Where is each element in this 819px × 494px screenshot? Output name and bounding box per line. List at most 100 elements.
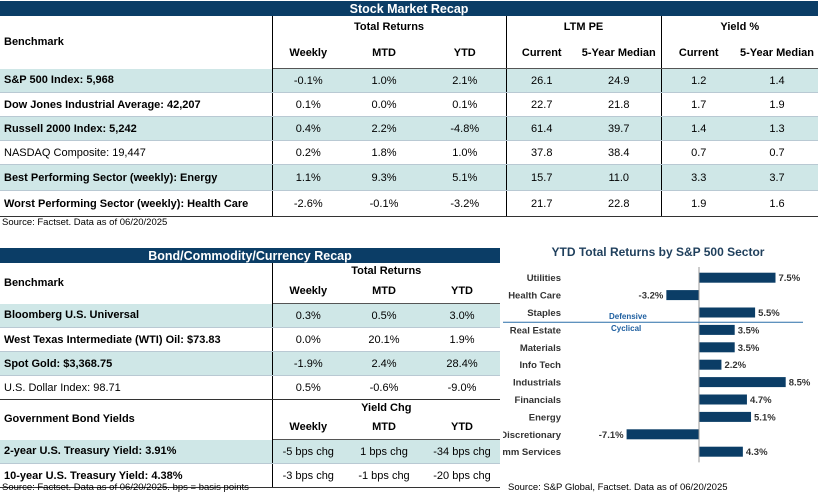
sector-label: Info Tech bbox=[519, 360, 561, 371]
cell-weekly: -3 bps chg bbox=[272, 463, 344, 488]
bond-recap-title: Bond/Commodity/Currency Recap bbox=[0, 248, 501, 263]
bond-col-ytd: YTD bbox=[424, 280, 501, 304]
cell-ytd: 1.0% bbox=[424, 140, 507, 165]
bond-col-mtd: MTD bbox=[344, 280, 424, 304]
cell-pe-current: 61.4 bbox=[506, 116, 577, 141]
cyclical-annotation: Cyclical bbox=[611, 324, 641, 333]
table-row: Russell 2000 Index: 5,242 0.4% 2.2% -4.8… bbox=[0, 116, 819, 141]
sector-bar bbox=[666, 290, 699, 301]
bond-benchmark-header: Benchmark bbox=[0, 263, 273, 304]
sector-value-label: 4.3% bbox=[746, 447, 768, 458]
cell-mtd: -1 bps chg bbox=[344, 463, 424, 488]
x-tick-label: 0% bbox=[692, 472, 705, 474]
cell-yield-median: 3.7 bbox=[736, 164, 819, 191]
col-yield-current: Current bbox=[661, 39, 736, 69]
yield-chg-header: Yield Chg bbox=[361, 401, 412, 414]
x-tick-label: 10% bbox=[792, 472, 810, 474]
gov-col-mtd: MTD bbox=[344, 416, 424, 440]
defensive-annotation: Defensive bbox=[609, 312, 647, 321]
chart-source-note: Source: S&P Global, Factset. Data as of … bbox=[508, 482, 728, 493]
cell-pe-current: 37.8 bbox=[506, 140, 577, 165]
col-yield-median: 5-Year Median bbox=[736, 39, 819, 69]
sector-value-label: -3.2% bbox=[639, 291, 664, 302]
cell-pe-current: 21.7 bbox=[506, 190, 577, 217]
sector-bar bbox=[699, 324, 735, 335]
cell-yield-current: 1.7 bbox=[661, 92, 736, 117]
cell-ytd: 1.9% bbox=[424, 327, 501, 352]
row-label: Dow Jones Industrial Average: 42,207 bbox=[0, 92, 273, 117]
sector-label: Energy bbox=[529, 412, 562, 423]
sector-value-label: 7.5% bbox=[779, 273, 801, 284]
bond-source-note: Source: Factset. Data as of 06/20/2025. … bbox=[2, 482, 249, 493]
sector-value-label: 8.5% bbox=[789, 378, 811, 389]
cell-yield-current: 0.7 bbox=[661, 140, 736, 165]
sector-label: Industrials bbox=[513, 378, 561, 389]
table-row: Bloomberg U.S. Universal 0.3% 0.5% 3.0% bbox=[0, 303, 501, 328]
cell-mtd: 2.2% bbox=[344, 116, 424, 141]
sector-bar bbox=[699, 307, 756, 318]
x-tick-label: -10% bbox=[586, 472, 607, 474]
row-label: U.S. Dollar Index: 98.71 bbox=[0, 375, 273, 400]
cell-weekly: 0.1% bbox=[272, 92, 344, 117]
cell-weekly: -2.6% bbox=[272, 190, 344, 217]
cell-mtd: 2.4% bbox=[344, 351, 424, 376]
cell-ytd: -34 bps chg bbox=[424, 439, 501, 464]
sector-label: Utilities bbox=[527, 273, 561, 284]
table-row: U.S. Dollar Index: 98.71 0.5% -0.6% -9.0… bbox=[0, 375, 501, 400]
sector-bar bbox=[699, 411, 752, 422]
row-label: Spot Gold: $3,368.75 bbox=[0, 351, 273, 376]
col-mtd: MTD bbox=[344, 39, 424, 69]
bond-col-weekly: Weekly bbox=[272, 280, 344, 304]
sector-value-label: -7.1% bbox=[599, 430, 624, 441]
cell-pe-median: 21.8 bbox=[577, 92, 662, 117]
sector-label: Health Care bbox=[508, 291, 561, 302]
cell-pe-current: 26.1 bbox=[506, 68, 577, 93]
cell-pe-current: 22.7 bbox=[506, 92, 577, 117]
sector-returns-chart: YTD Total Returns by S&P 500 Sector Util… bbox=[503, 245, 811, 474]
table-row: NASDAQ Composite: 19,447 0.2% 1.8% 1.0% … bbox=[0, 140, 819, 165]
sector-value-label: 2.2% bbox=[724, 360, 746, 371]
cell-pe-median: 22.8 bbox=[577, 190, 662, 217]
cell-pe-median: 11.0 bbox=[577, 164, 662, 191]
cell-ytd: 3.0% bbox=[424, 303, 501, 328]
row-label: Best Performing Sector (weekly): Energy bbox=[0, 164, 273, 191]
cell-weekly: -5 bps chg bbox=[272, 439, 344, 464]
bond-total-returns-header: Total Returns bbox=[351, 265, 422, 277]
sector-label: Real Estate bbox=[510, 325, 561, 336]
cell-pe-current: 15.7 bbox=[506, 164, 577, 191]
cell-weekly: 1.1% bbox=[272, 164, 344, 191]
cell-mtd: 1 bps chg bbox=[344, 439, 424, 464]
cell-mtd: 20.1% bbox=[344, 327, 424, 352]
cell-yield-median: 1.6 bbox=[736, 190, 819, 217]
sector-bar bbox=[699, 272, 776, 283]
cell-mtd: -0.1% bbox=[344, 190, 424, 217]
sector-bar bbox=[699, 359, 722, 370]
row-label: 10-year U.S. Treasury Yield: 4.38% bbox=[0, 463, 273, 488]
sector-bar bbox=[699, 342, 735, 353]
cell-yield-median: 0.7 bbox=[736, 140, 819, 165]
cell-mtd: 9.3% bbox=[344, 164, 424, 191]
stock-recap-title: Stock Market Recap bbox=[0, 1, 819, 16]
cell-ytd: 5.1% bbox=[424, 164, 507, 191]
cell-ytd: 2.1% bbox=[424, 68, 507, 93]
ltm-pe-header: LTM PE bbox=[506, 16, 662, 39]
stock-source-note: Source: Factset. Data as of 06/20/2025 bbox=[2, 217, 168, 228]
cell-mtd: 0.0% bbox=[344, 92, 424, 117]
table-row: West Texas Intermediate (WTI) Oil: $73.8… bbox=[0, 327, 501, 352]
sector-label: Staples bbox=[527, 308, 561, 319]
table-row: Spot Gold: $3,368.75 -1.9% 2.4% 28.4% bbox=[0, 351, 501, 376]
cell-ytd: -4.8% bbox=[424, 116, 507, 141]
cell-mtd: 1.0% bbox=[344, 68, 424, 93]
sector-value-label: 3.5% bbox=[738, 343, 760, 354]
col-pe-current: Current bbox=[506, 39, 577, 69]
sector-bar bbox=[699, 446, 743, 457]
chart-title: YTD Total Returns by S&P 500 Sector bbox=[552, 245, 765, 259]
cell-weekly: 0.3% bbox=[272, 303, 344, 328]
x-tick-label: -5% bbox=[640, 472, 656, 474]
sector-value-label: 3.5% bbox=[738, 325, 760, 336]
row-label: 2-year U.S. Treasury Yield: 3.91% bbox=[0, 439, 273, 464]
cell-weekly: -1.9% bbox=[272, 351, 344, 376]
cell-pe-median: 38.4 bbox=[577, 140, 662, 165]
gov-col-ytd: YTD bbox=[424, 416, 501, 440]
cell-mtd: 1.8% bbox=[344, 140, 424, 165]
